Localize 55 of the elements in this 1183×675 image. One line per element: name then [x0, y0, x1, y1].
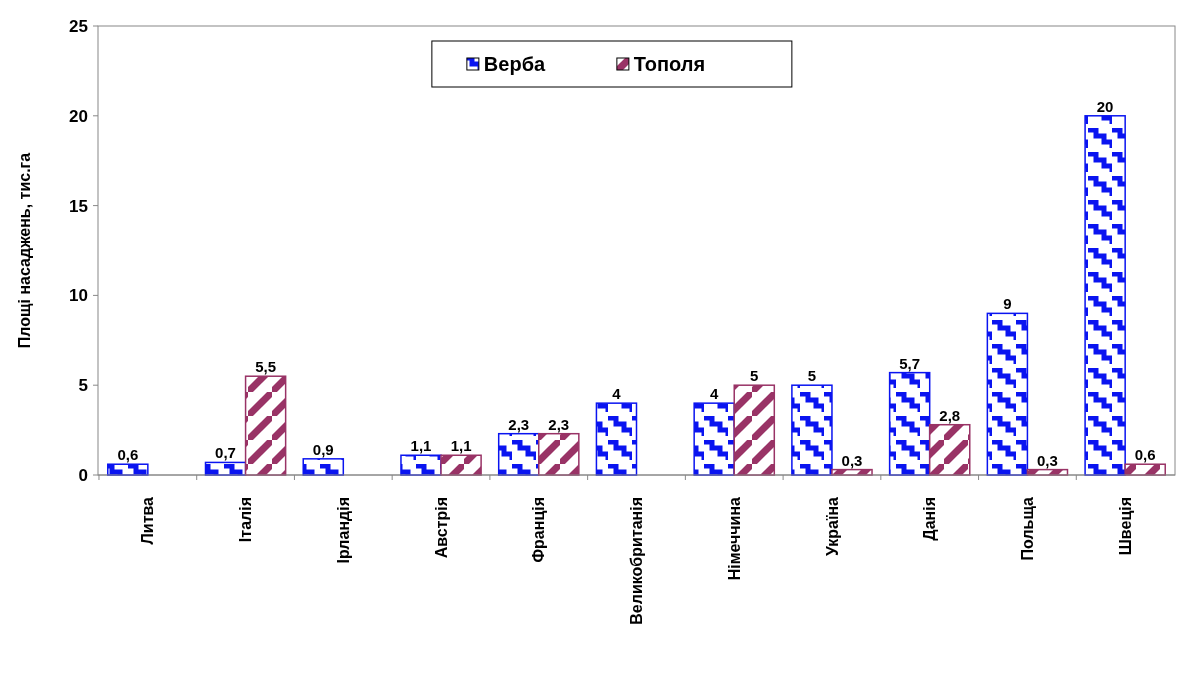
- y-tick-label: 15: [69, 196, 88, 216]
- data-label: 1,1: [450, 437, 472, 455]
- x-tick-label: Литва: [139, 496, 157, 545]
- x-tick-label: Ірландія: [334, 497, 352, 564]
- bar: [440, 454, 482, 476]
- y-tick-label: 10: [69, 286, 88, 306]
- data-label: 0,3: [841, 451, 863, 469]
- y-axis-title: Площі насаджень, тис.га: [16, 152, 33, 349]
- data-label: 5,5: [255, 358, 277, 376]
- bar: [595, 402, 638, 476]
- x-tick-label: Італія: [237, 497, 255, 543]
- legend-label: Тополя: [633, 53, 706, 75]
- data-label: 0,6: [117, 446, 139, 464]
- data-label: 0,9: [312, 440, 334, 458]
- data-label: 4: [612, 385, 622, 403]
- x-tick-label: Польща: [1019, 496, 1037, 561]
- y-tick-label: 25: [69, 16, 88, 36]
- data-label: 5: [807, 367, 817, 385]
- data-label: 5,7: [899, 354, 921, 372]
- x-tick-label: Великобританія: [628, 497, 646, 625]
- x-tick-label: Австрія: [432, 497, 450, 559]
- data-label: 5: [750, 367, 759, 385]
- data-label: 9: [1003, 295, 1012, 313]
- x-tick-label: Франція: [530, 497, 548, 563]
- bar: [888, 371, 931, 476]
- x-tick-label: Швеція: [1116, 497, 1134, 556]
- bar: [400, 454, 442, 476]
- y-tick-label: 0: [78, 465, 88, 485]
- data-label: 0,7: [215, 444, 236, 462]
- x-tick-label: Данія: [921, 497, 939, 541]
- legend-label: Верба: [483, 53, 547, 75]
- bar: [1084, 115, 1126, 476]
- y-tick-label: 5: [78, 376, 88, 396]
- bar: [928, 423, 971, 476]
- bar: [497, 432, 540, 476]
- data-label: 0,3: [1037, 451, 1058, 469]
- bar: [693, 402, 735, 476]
- x-tick-label: Німеччина: [725, 496, 743, 581]
- bar: [107, 463, 149, 476]
- bar: [1124, 463, 1166, 476]
- data-label: 2,3: [548, 415, 570, 433]
- bar: [302, 458, 345, 476]
- bar: [244, 375, 287, 476]
- data-label: 1,1: [410, 437, 432, 455]
- data-label: 0,6: [1134, 446, 1156, 464]
- bar: [986, 312, 1029, 476]
- data-label: 4: [710, 385, 720, 403]
- data-label: 20: [1096, 97, 1114, 115]
- x-tick-label: Україна: [823, 496, 841, 557]
- y-tick-label: 20: [69, 106, 88, 126]
- data-label: 2,3: [508, 415, 530, 433]
- bar: [733, 384, 776, 476]
- data-label: 2,8: [939, 406, 961, 424]
- bar: [791, 384, 833, 476]
- bar: [538, 432, 580, 476]
